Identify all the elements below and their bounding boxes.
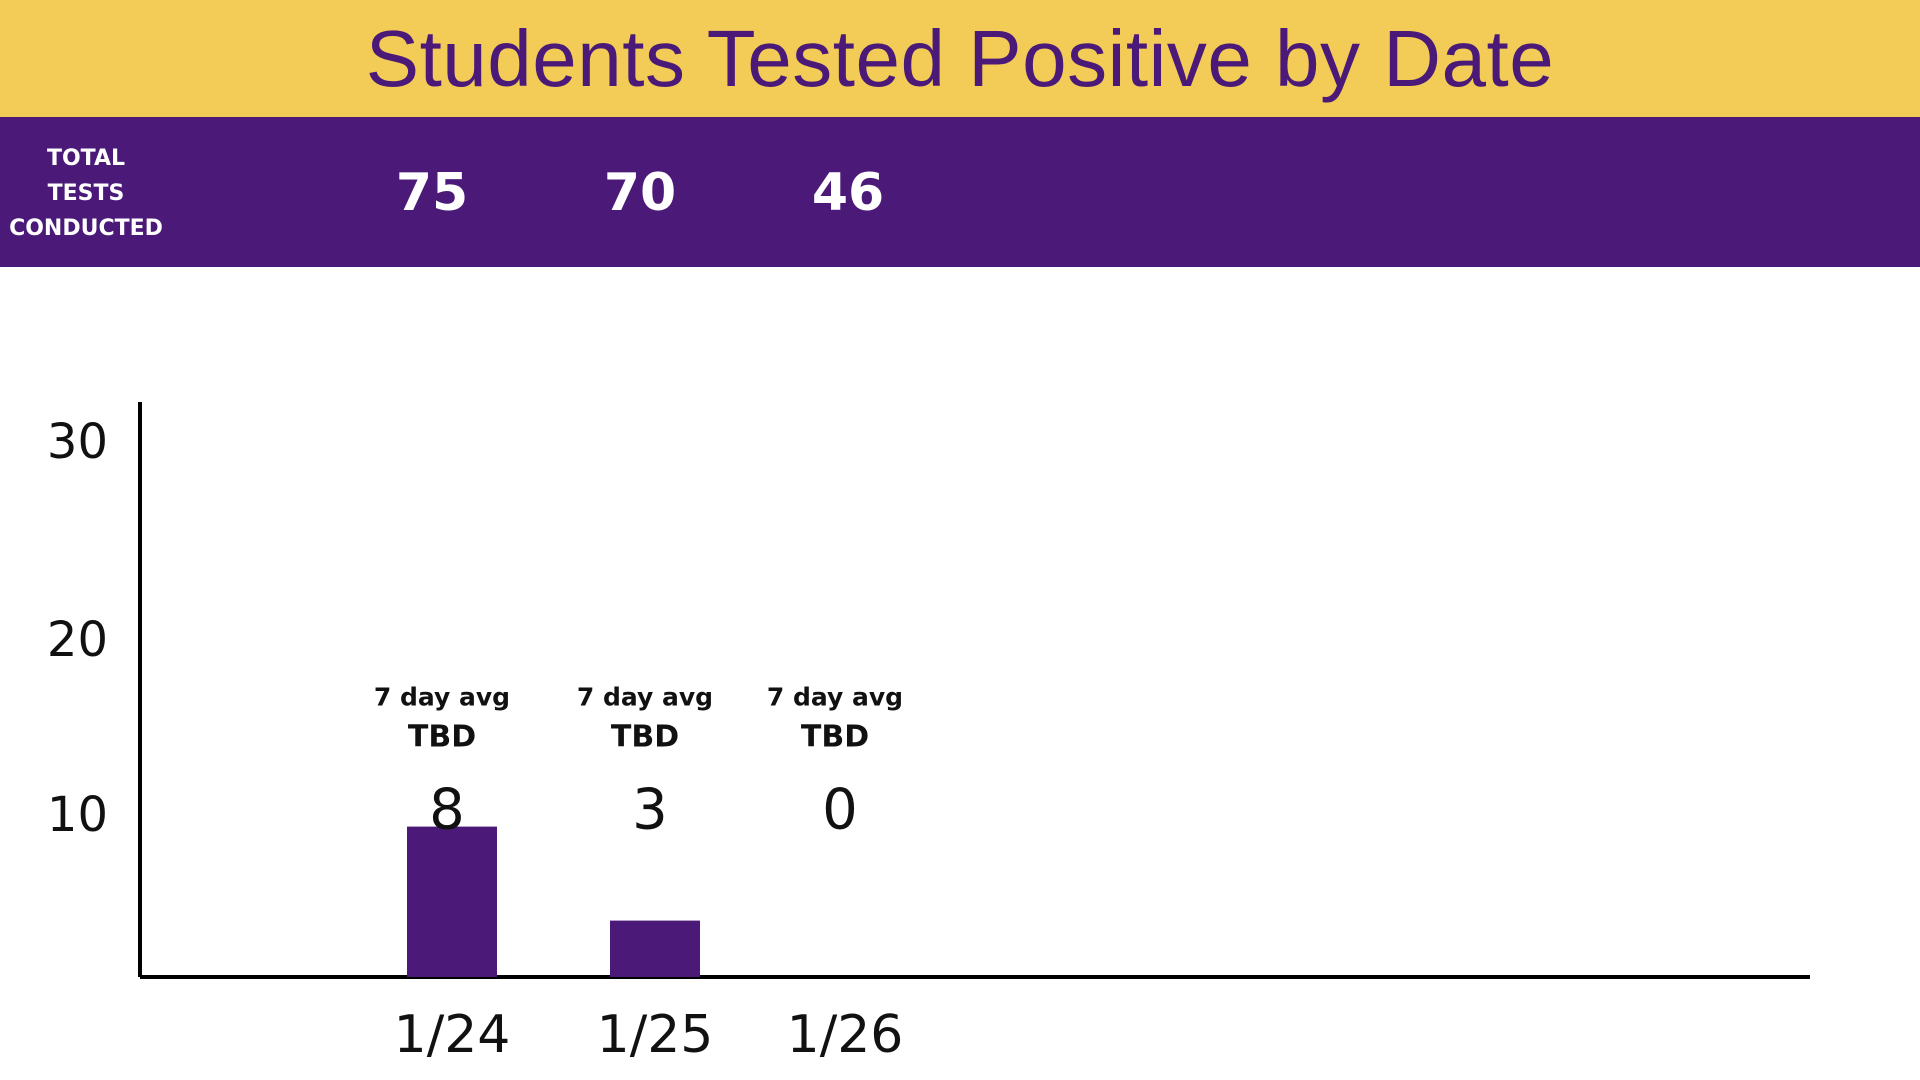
avg-label: 7 day avg <box>374 683 510 712</box>
avg-label: 7 day avg <box>577 683 713 712</box>
data-label: 8 <box>429 778 465 843</box>
y-tick-label: 30 <box>47 414 108 470</box>
total-tests-label-line: CONDUCTED <box>9 216 163 241</box>
x-tick-label: 1/26 <box>787 1005 904 1065</box>
total-tests-label-line: TOTAL <box>46 146 126 171</box>
bar-1-25 <box>610 920 700 977</box>
avg-label: 7 day avg <box>767 683 903 712</box>
avg-value: TBD <box>611 720 679 755</box>
total-tests-label-line: TESTS <box>47 181 125 206</box>
y-tick-label: 20 <box>47 612 108 668</box>
total-tests-label: TOTAL TESTS CONDUCTED <box>0 141 172 246</box>
page-title: Students Tested Positive by Date <box>365 13 1555 103</box>
data-label: 0 <box>822 778 858 843</box>
tests-value-1-26: 46 <box>811 163 885 223</box>
x-tick-label: 1/24 <box>394 1005 511 1065</box>
y-tick-label: 10 <box>47 787 108 843</box>
title-banner: Students Tested Positive by Date <box>0 0 1920 117</box>
bar-1-24 <box>407 826 497 977</box>
avg-value: TBD <box>408 720 476 755</box>
tests-value-1-24: 75 <box>395 163 469 223</box>
avg-value: TBD <box>801 720 869 755</box>
data-label: 3 <box>632 778 668 843</box>
x-tick-label: 1/25 <box>597 1005 714 1065</box>
tests-banner: TOTAL TESTS CONDUCTED 75 70 46 <box>0 117 1920 267</box>
tests-value-1-25: 70 <box>603 163 677 223</box>
